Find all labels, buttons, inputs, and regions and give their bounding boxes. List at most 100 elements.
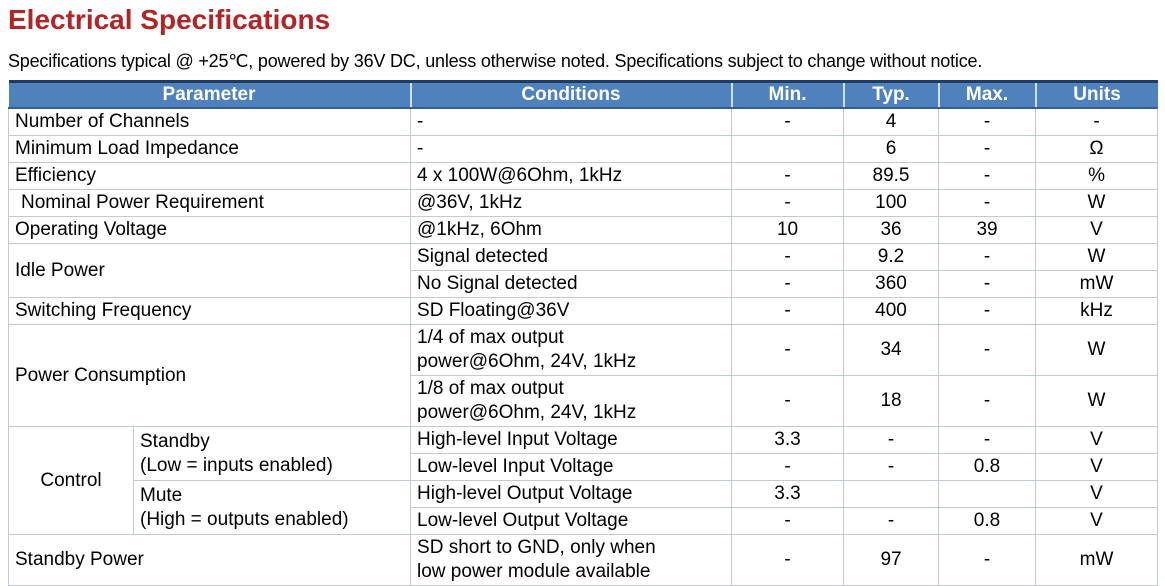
cell-min: 3.3 [731, 426, 845, 454]
header-typ: Typ. [842, 80, 939, 109]
cell-max: - [938, 375, 1037, 427]
cell-units: V [1035, 507, 1159, 535]
cell-typ: 100 [843, 189, 940, 217]
cell-units: % [1035, 162, 1159, 190]
cell-typ: 360 [843, 270, 940, 298]
cell-parameter: Efficiency [7, 162, 412, 190]
cell-parameter: Minimum Load Impedance [7, 135, 412, 163]
cell-parameter: Switching Frequency [7, 297, 412, 325]
cell-conditions: SD Floating@36V [410, 297, 733, 325]
row-control-mute-high: Mute (High = outputs enabled) High-level… [9, 480, 1159, 535]
cell-units: Ω [1035, 135, 1159, 163]
row-idle-power-signal: Idle Power Signal detected - 9.2 - W [7, 243, 1159, 298]
cell-typ: 400 [843, 297, 940, 325]
row-number-of-channels: Number of Channels - - 4 - - [7, 107, 1159, 136]
cell-typ: - [843, 507, 940, 535]
cell-typ: 4 [843, 107, 940, 136]
header-conditions: Conditions [409, 80, 732, 109]
cell-conditions: 1/8 of max output power@6Ohm, 24V, 1kHz [410, 375, 733, 427]
cell-typ: 89.5 [843, 162, 940, 190]
page-title: Electrical Specifications [8, 4, 331, 35]
cell-min: - [731, 324, 845, 376]
cell-units: V [1035, 426, 1159, 454]
header-parameter: Parameter [8, 80, 411, 109]
cell-typ: - [843, 453, 940, 481]
cell-units: - [1035, 107, 1159, 136]
cell-parameter: Standby Power [7, 534, 412, 586]
cell-subparameter-standby: Standby (Low = inputs enabled) [132, 426, 412, 481]
cell-typ: 97 [843, 534, 940, 586]
cell-units: W [1035, 324, 1159, 376]
cell-typ: 34 [843, 324, 940, 376]
cell-max: - [938, 426, 1037, 454]
cell-typ [843, 480, 940, 508]
cell-typ: 18 [843, 375, 940, 427]
row-control-mute-low: Low-level Output Voltage - - 0.8 V [9, 507, 1159, 535]
cell-units: mW [1035, 270, 1159, 298]
cell-conditions: @36V, 1kHz [410, 189, 733, 217]
cell-conditions: High-level Input Voltage [410, 426, 733, 454]
cell-min: - [731, 162, 845, 190]
cell-units: W [1035, 375, 1159, 427]
row-power-consumption-quarter: Power Consumption 1/4 of max output powe… [7, 324, 1159, 427]
cell-typ: - [843, 426, 940, 454]
row-control-standby-low: Low-level Input Voltage - - 0.8 V [9, 453, 1159, 481]
cell-subparameter-mute: Mute (High = outputs enabled) [132, 480, 412, 535]
cell-min: - [731, 270, 845, 298]
cell-units: V [1035, 216, 1159, 244]
cell-max: - [938, 243, 1037, 271]
cell-min: - [731, 107, 845, 136]
cell-max: 0.8 [938, 507, 1037, 535]
cell-min: - [731, 297, 845, 325]
cell-max: - [938, 162, 1037, 190]
cell-min: - [731, 243, 845, 271]
header-min: Min. [730, 80, 844, 109]
header-row: Parameter Conditions Min. Typ. Max. Unit… [8, 80, 1158, 109]
cell-min: - [731, 453, 845, 481]
row-idle-power-no-signal: No Signal detected - 360 - mW [9, 270, 1159, 298]
cell-max: - [938, 107, 1037, 136]
cell-min: 3.3 [731, 480, 845, 508]
row-power-consumption-eighth: 1/8 of max output power@6Ohm, 24V, 1kHz … [9, 375, 1159, 427]
cell-min: - [731, 375, 845, 427]
cell-parameter: Power Consumption [7, 324, 412, 427]
electrical-specifications-table: Parameter Conditions Min. Typ. Max. Unit… [7, 80, 1159, 586]
cell-min [731, 135, 845, 163]
cell-conditions: 1/4 of max output power@6Ohm, 24V, 1kHz [410, 324, 733, 376]
cell-parameter: Nominal Power Requirement [7, 189, 412, 217]
row-operating-voltage: Operating Voltage @1kHz, 6Ohm 10 36 39 V [7, 216, 1159, 244]
cell-conditions: No Signal detected [410, 270, 733, 298]
cell-min: - [731, 189, 845, 217]
cell-conditions: High-level Output Voltage [410, 480, 733, 508]
cell-max: 0.8 [938, 453, 1037, 481]
row-standby-power: Standby Power SD short to GND, only when… [7, 534, 1159, 586]
cell-units: V [1035, 453, 1159, 481]
cell-conditions: Signal detected [410, 243, 733, 271]
row-minimum-load-impedance: Minimum Load Impedance - 6 - Ω [7, 135, 1159, 163]
cell-units: W [1035, 189, 1159, 217]
cell-units: kHz [1035, 297, 1159, 325]
cell-conditions: - [410, 107, 733, 136]
page-subtitle: Specifications typical @ +25℃, powered b… [8, 51, 983, 71]
header-units: Units [1034, 80, 1158, 109]
cell-max: - [938, 534, 1037, 586]
cell-units: mW [1035, 534, 1159, 586]
cell-max: - [938, 324, 1037, 376]
row-control-standby-high: Control Standby (Low = inputs enabled) H… [8, 426, 1159, 535]
cell-units: W [1035, 243, 1159, 271]
cell-max: - [938, 297, 1037, 325]
cell-conditions: SD short to GND, only when low power mod… [410, 534, 733, 586]
cell-units: V [1035, 480, 1159, 508]
cell-min: - [731, 534, 845, 586]
cell-typ: 6 [843, 135, 940, 163]
row-efficiency: Efficiency 4 x 100W@6Ohm, 1kHz - 89.5 - … [7, 162, 1159, 190]
cell-max [938, 480, 1037, 508]
cell-max: 39 [938, 216, 1037, 244]
cell-parameter: Operating Voltage [7, 216, 412, 244]
header-max: Max. [937, 80, 1036, 109]
cell-parameter-control: Control [8, 426, 134, 535]
cell-conditions: Low-level Input Voltage [410, 453, 733, 481]
row-switching-frequency: Switching Frequency SD Floating@36V - 40… [7, 297, 1159, 325]
cell-max: - [938, 270, 1037, 298]
